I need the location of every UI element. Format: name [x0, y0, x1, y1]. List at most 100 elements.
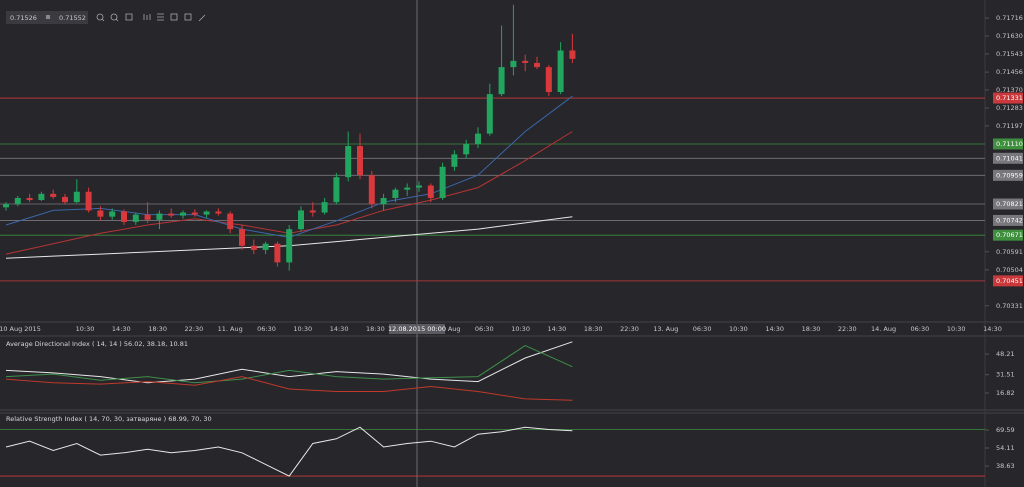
x-tick-label: 18:30	[802, 325, 821, 333]
line	[5, 376, 573, 401]
y-tick-label: 0.71197	[996, 122, 1023, 130]
x-tick-label: 06:30	[475, 325, 494, 333]
candle-body	[486, 94, 493, 134]
candle-body	[250, 245, 257, 250]
x-tick-label: 06:30	[257, 325, 276, 333]
y-tick-label: 0.71456	[996, 68, 1023, 76]
candle-body	[475, 133, 481, 144]
candle-body	[132, 214, 139, 222]
x-tick-label: 13. Aug	[653, 325, 678, 333]
candle-body	[368, 175, 375, 205]
x-tick-label: 14:30	[765, 325, 784, 333]
adx-title: Average Directional Index ( 14, 14 ) 56.…	[6, 340, 188, 348]
y-tick-label: 69.59	[996, 426, 1015, 434]
level-label: 0.71110	[996, 140, 1023, 148]
candle-body	[392, 189, 399, 198]
candle-body	[416, 185, 422, 188]
y-tick-label: 0.70504	[996, 266, 1023, 274]
x-tick-label: 18:30	[366, 325, 385, 333]
candle-body	[569, 50, 576, 59]
candle-body	[109, 211, 116, 217]
x-tick-label: 22:30	[185, 325, 204, 333]
candle-body	[85, 191, 92, 211]
crosshair-label: 12.08.2015 00:00	[388, 325, 446, 333]
y-tick-label: 0.71283	[996, 104, 1023, 112]
ask: 0.71552	[59, 14, 86, 22]
candle-body	[522, 60, 529, 63]
candle-body	[451, 154, 458, 167]
candle-body	[309, 210, 316, 213]
candle-body	[404, 187, 411, 190]
level-box	[993, 198, 1023, 210]
candle-body	[298, 210, 304, 230]
x-tick-label: 10:30	[729, 325, 748, 333]
x-tick-label: 18:30	[148, 325, 167, 333]
x-tick-label: 14:30	[330, 325, 349, 333]
y-tick-label: 0.71543	[996, 50, 1023, 58]
line	[5, 426, 573, 477]
x-tick-label: 10:30	[293, 325, 312, 333]
x-tick-label: 14. Aug	[871, 325, 896, 333]
candle-body	[144, 214, 151, 220]
level-label: 0.70451	[996, 277, 1023, 285]
candle-body	[510, 60, 517, 68]
level-box	[993, 229, 1023, 241]
level-box	[993, 92, 1023, 104]
candle-body	[121, 211, 127, 222]
candle-body	[427, 185, 434, 198]
x-tick-label: 10:30	[511, 325, 530, 333]
y-tick-label: 31.51	[996, 371, 1015, 379]
level-box	[993, 169, 1023, 181]
candle-body	[534, 62, 540, 68]
toolbar-icons[interactable]	[96, 13, 206, 22]
x-tick-label: 11. Aug	[218, 325, 243, 333]
candle-body	[380, 197, 387, 205]
candle-body	[557, 50, 564, 93]
candle-body	[274, 243, 281, 263]
y-tick-label: 54.11	[996, 444, 1015, 452]
candle-body	[357, 146, 363, 176]
x-tick-label: 06:30	[693, 325, 712, 333]
candle-body	[333, 177, 340, 203]
y-tick-label: 48.21	[996, 350, 1015, 358]
candle-body	[180, 212, 186, 216]
y-tick-label: 0.71716	[996, 14, 1023, 22]
candle-body	[239, 229, 245, 246]
candle-body	[498, 67, 505, 95]
x-tick-label: 18:30	[584, 325, 603, 333]
candle-body	[62, 196, 68, 203]
candle-body	[262, 243, 269, 250]
rsi-title: Relative Strength Index ( 14, 70, 30, за…	[6, 415, 212, 423]
candle-body	[227, 213, 234, 230]
candle-body	[50, 193, 57, 197]
y-tick-label: 0.70331	[996, 302, 1023, 310]
candle-body	[215, 211, 222, 214]
level-label: 0.70821	[996, 200, 1023, 208]
candle-body	[14, 197, 21, 205]
bid: 0.71526	[10, 14, 37, 22]
y-tick-label: 16.82	[996, 389, 1015, 397]
candle-body	[97, 210, 104, 217]
x-tick-label: 22:30	[838, 325, 857, 333]
candle-body	[439, 166, 446, 198]
x-tick-label: 12. Aug	[435, 325, 460, 333]
y-tick-label: 38.63	[996, 462, 1015, 470]
line	[5, 341, 573, 384]
x-tick-label: 14:30	[983, 325, 1002, 333]
level-label: 0.70671	[996, 231, 1023, 239]
x-tick-label: 14:30	[548, 325, 567, 333]
candle-body	[545, 67, 552, 93]
x-tick-label: 06:30	[911, 325, 930, 333]
x-tick-label: 10:30	[947, 325, 966, 333]
y-tick-label: 0.71370	[996, 86, 1023, 94]
candle-body	[191, 212, 198, 215]
candle-body	[26, 197, 33, 201]
level-label: 0.71331	[996, 94, 1023, 102]
y-tick-label: 0.71630	[996, 32, 1023, 40]
level-label: 0.70959	[996, 171, 1023, 179]
level-label: 0.70742	[996, 216, 1023, 224]
candle-body	[3, 204, 9, 208]
x-tick-label: 22:30	[620, 325, 639, 333]
